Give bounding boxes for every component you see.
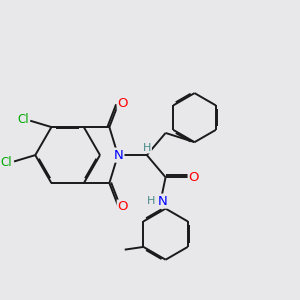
Text: H: H [143, 142, 151, 153]
Text: O: O [118, 97, 128, 110]
Text: H: H [147, 196, 155, 206]
Text: O: O [189, 171, 199, 184]
Text: Cl: Cl [1, 156, 12, 169]
Text: N: N [114, 148, 123, 162]
Text: N: N [157, 195, 167, 208]
Text: O: O [118, 200, 128, 214]
Text: Cl: Cl [17, 113, 28, 126]
